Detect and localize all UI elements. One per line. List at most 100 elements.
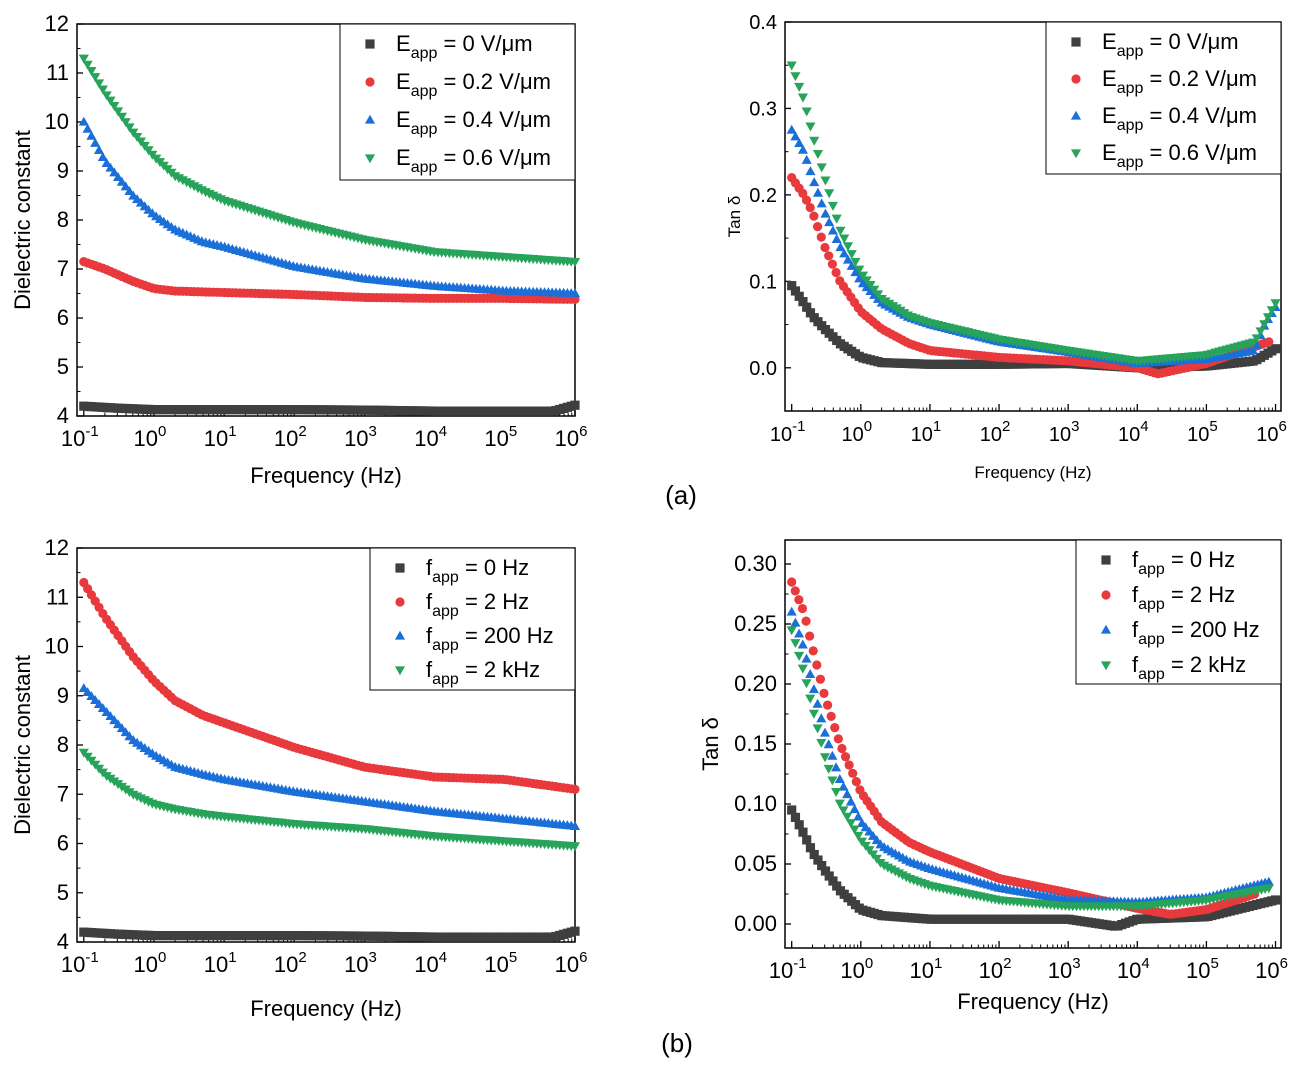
series-3 [786, 61, 1281, 367]
x-tick-label: 103 [344, 949, 377, 977]
data-point [834, 799, 845, 809]
y-tick-label: 10 [45, 634, 69, 659]
data-point [819, 727, 831, 737]
data-point [812, 660, 822, 670]
data-point [850, 267, 861, 277]
y-tick-label: 0.00 [734, 911, 777, 936]
x-tick-label: 106 [1255, 955, 1288, 983]
data-point [798, 827, 808, 837]
data-point [823, 764, 834, 774]
data-point [569, 288, 581, 298]
chart-b-left: 4 5 6 7 8 9 10 11 12 10-1 100 101 102 103 104 105 106 Fre… [10, 535, 587, 1021]
data-point [86, 66, 97, 76]
data-point [805, 308, 816, 318]
data-point [831, 267, 841, 278]
y-axis-label: Dielectric constant [10, 130, 35, 310]
data-point [570, 784, 580, 794]
data-point [824, 189, 835, 199]
data-point [805, 631, 815, 641]
x-axis-label: Frequency (Hz) [957, 989, 1109, 1014]
data-point [820, 208, 831, 218]
x-tick-label: 102 [274, 423, 307, 451]
data-point [842, 242, 854, 252]
x-tick-label: 104 [1117, 955, 1150, 983]
data-point [1270, 344, 1281, 354]
data-point [797, 639, 808, 649]
data-point [794, 291, 804, 301]
data-point [820, 242, 830, 253]
data-point [797, 93, 809, 103]
data-point [820, 866, 831, 876]
y-tick-label: 0.15 [734, 731, 777, 756]
data-point [831, 788, 842, 797]
y-tick-label: 0.3 [749, 98, 777, 120]
y-tick-label: 0.4 [749, 12, 777, 34]
data-point [1263, 876, 1274, 886]
data-point [827, 201, 839, 211]
data-point [815, 674, 826, 684]
data-point [857, 271, 869, 281]
y-tick-label: 4 [57, 403, 69, 428]
legend-entry: Eapp = 0.2 V/μm [396, 69, 551, 100]
data-point [790, 812, 801, 822]
legend-marker [365, 39, 375, 49]
data-point [787, 281, 797, 291]
series-0 [79, 926, 580, 942]
plot-frame [784, 21, 1282, 412]
data-point [1255, 327, 1266, 337]
data-point [831, 214, 842, 224]
data-point [812, 187, 824, 197]
data-point [801, 616, 811, 626]
data-point [819, 753, 831, 763]
data-point [113, 172, 124, 182]
data-point [831, 234, 842, 243]
data-point [854, 265, 865, 275]
legend-marker [394, 630, 406, 640]
data-point [1266, 306, 1277, 316]
legend-marker [364, 154, 376, 164]
data-point [849, 804, 860, 814]
data-point [835, 242, 846, 252]
y-axis-label: Dielectric constant [10, 655, 35, 835]
data-point [1262, 313, 1274, 323]
data-point [822, 700, 833, 710]
y-tick-label: 4 [57, 929, 69, 954]
x-axis-label: Frequency (Hz) [250, 996, 402, 1021]
series-1 [79, 577, 580, 794]
data-point [794, 82, 805, 92]
data-point [124, 123, 135, 133]
data-point [826, 711, 836, 721]
y-tick-label: 9 [57, 158, 69, 183]
x-tick-label: 104 [1118, 418, 1149, 446]
y-tick-label: 8 [57, 732, 69, 757]
y-tick-label: 11 [46, 60, 69, 85]
x-tick-label: 101 [204, 423, 237, 451]
data-point [816, 163, 827, 173]
data-point [816, 232, 826, 242]
x-tick-label: 10-1 [770, 418, 806, 446]
data-point [808, 709, 819, 719]
x-tick-label: 100 [134, 949, 167, 977]
data-point [865, 281, 876, 290]
data-point [1259, 320, 1270, 330]
data-point [786, 124, 797, 134]
x-tick-label: 104 [414, 949, 447, 977]
data-point [812, 724, 823, 734]
data-point [813, 855, 823, 865]
panel-label-a: (a) [665, 480, 697, 510]
y-tick-label: 5 [57, 880, 69, 905]
data-point [824, 871, 834, 881]
data-point [113, 107, 124, 117]
x-axis-label: Frequency (Hz) [250, 463, 402, 488]
legend-entry: Eapp = 0.6 V/μm [396, 145, 551, 176]
data-point [820, 176, 831, 186]
data-point [861, 276, 872, 286]
data-point [812, 150, 824, 160]
legend: Eapp = 0 V/μm Eapp = 0.2 V/μm Eapp = 0.4 V… [339, 23, 576, 181]
legend-entry: Eapp = 0 V/μm [1102, 29, 1239, 60]
legend-marker [395, 597, 405, 607]
data-point [797, 144, 809, 154]
data-point [93, 144, 105, 154]
